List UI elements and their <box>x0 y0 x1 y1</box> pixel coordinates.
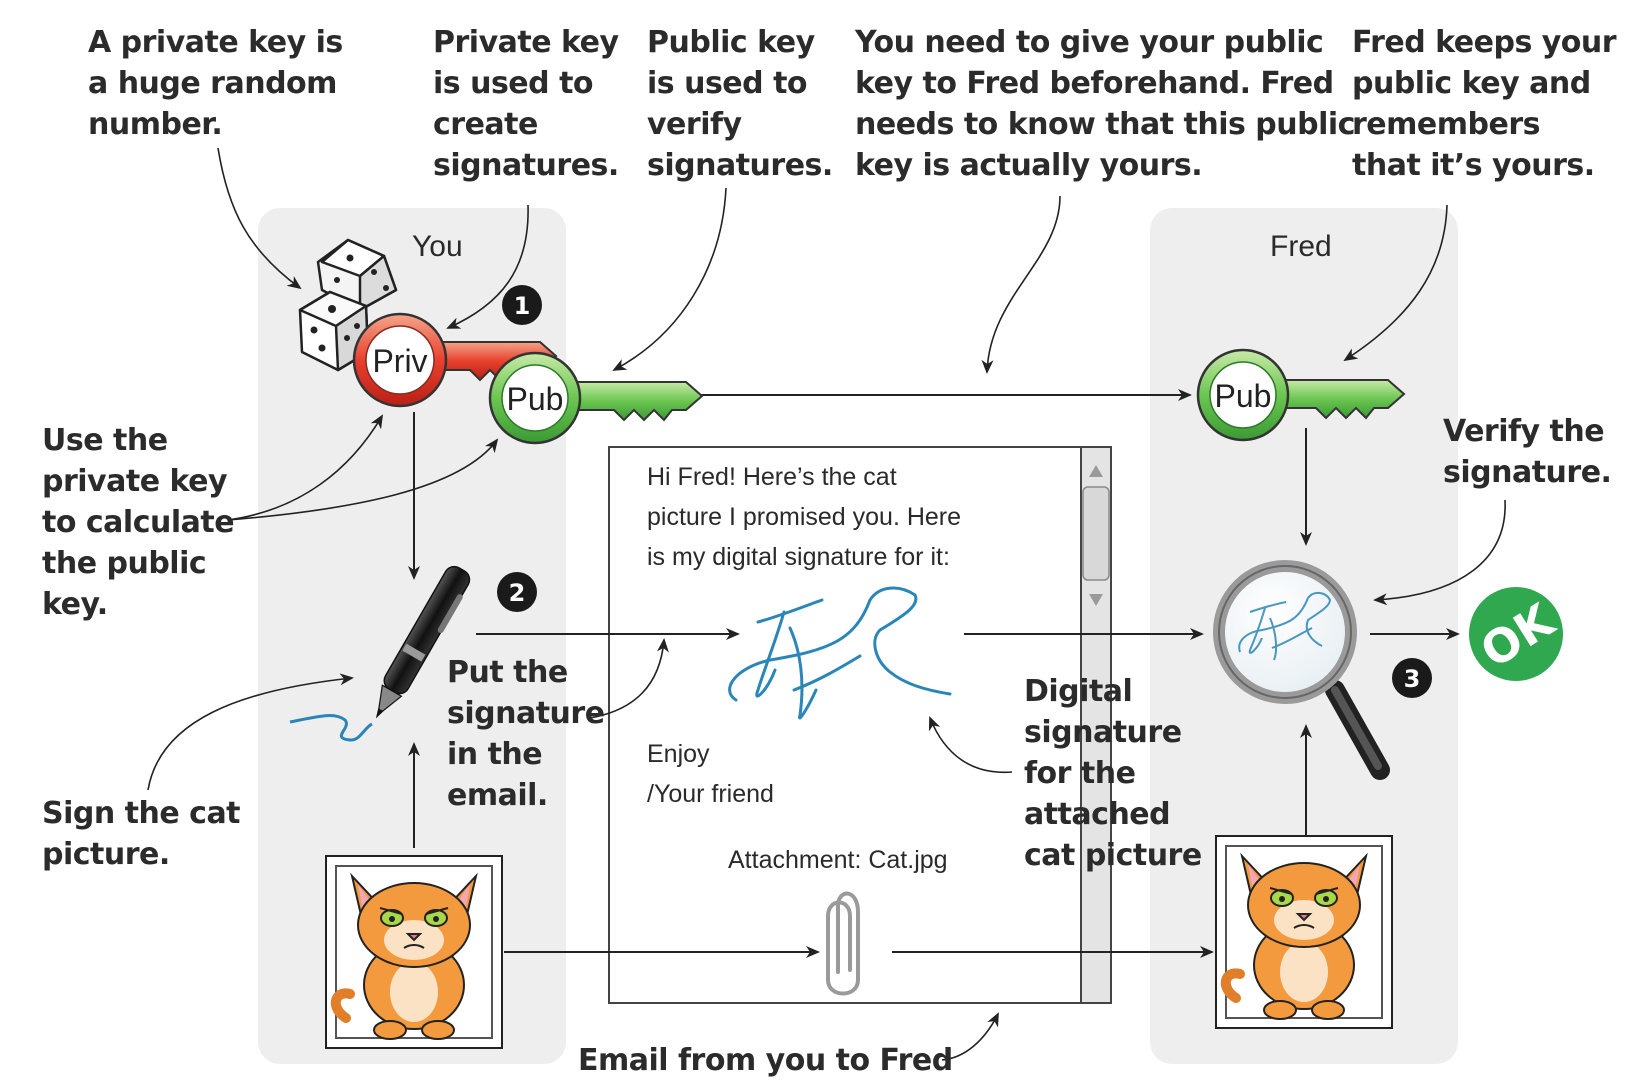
fred-cat-picture-icon[interactable] <box>1215 835 1393 1029</box>
priv-key-label: Priv <box>372 343 427 379</box>
private-key-icon[interactable] <box>352 312 558 408</box>
note-private-key-random: A private key is a huge random number. <box>88 25 343 142</box>
pub-key-label: Pub <box>507 381 564 417</box>
email-body: Hi Fred! Here’s the cat picture I promis… <box>647 463 962 571</box>
note-digital-signature: Digital signature for the attached cat p… <box>1024 674 1202 873</box>
dice-icon <box>298 238 398 372</box>
step-3-badge <box>1392 658 1432 698</box>
scroll-up-icon[interactable] <box>1089 465 1103 477</box>
email-closing: Enjoy /Your friend <box>647 740 774 808</box>
email-window <box>608 446 1112 1004</box>
signature-icon <box>728 586 952 720</box>
pen-icon[interactable] <box>289 563 475 742</box>
paperclip-icon[interactable] <box>826 891 860 996</box>
public-key-icon[interactable] <box>488 351 704 445</box>
fred-panel-title: Fred <box>1270 230 1332 263</box>
note-private-key-signs: Private key is used to create signatures… <box>433 25 619 183</box>
magnifier-icon[interactable] <box>1213 560 1390 780</box>
note-calc-public: Use the private key to calculate the pub… <box>42 423 235 622</box>
note-verify: Verify the signature. <box>1443 414 1612 490</box>
annotation-arrows <box>147 147 1506 1061</box>
scroll-down-icon[interactable] <box>1089 594 1103 606</box>
step-2-label: 2 <box>509 579 526 607</box>
step-3-label: 3 <box>1404 665 1421 693</box>
email-attachment-label[interactable]: Attachment: Cat.jpg <box>728 846 948 874</box>
step-2-badge <box>497 572 537 612</box>
note-sign-cat: Sign the cat picture. <box>42 796 241 872</box>
fred-public-key-icon[interactable] <box>1196 348 1406 442</box>
ok-badge-icon <box>1469 587 1563 681</box>
email-caption: Email from you to Fred <box>578 1043 953 1078</box>
note-fred-keeps: Fred keeps your public key and remembers… <box>1352 25 1617 183</box>
step-1-badge <box>502 285 542 325</box>
step-1-label: 1 <box>514 292 531 320</box>
you-panel-title: You <box>412 230 463 263</box>
cat-picture-icon[interactable] <box>325 855 503 1049</box>
note-public-key-verifies: Public key is used to verify signatures. <box>647 25 833 183</box>
note-put-signature: Put the signature in the email. <box>447 655 605 813</box>
note-give-public-key: You need to give your public key to Fred… <box>855 25 1355 183</box>
fred-pub-key-label: Pub <box>1215 378 1272 414</box>
email-scroll-thumb[interactable] <box>1082 486 1110 581</box>
connectors <box>408 389 1460 958</box>
